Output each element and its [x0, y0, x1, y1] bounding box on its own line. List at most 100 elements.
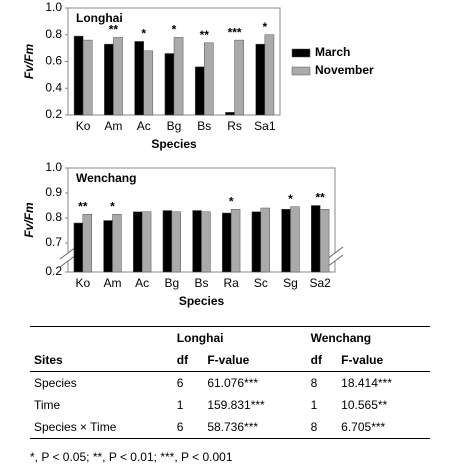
bar: [112, 214, 122, 273]
significance-label: *: [263, 20, 268, 34]
x-tick-label: Ko: [76, 119, 91, 133]
x-tick-label: Ac: [135, 276, 149, 290]
bar: [311, 205, 321, 273]
bar: [104, 43, 114, 116]
axis-break: [326, 246, 344, 260]
axis-break-gap: [62, 253, 74, 261]
bar: [164, 53, 175, 116]
cell: 6: [172, 416, 204, 439]
cell: 6: [176, 376, 184, 390]
bar: [143, 50, 154, 116]
legend-label: March: [315, 45, 350, 59]
column-header: df: [172, 349, 204, 372]
y-tick-label: 0.4: [45, 80, 62, 94]
bar: [230, 209, 241, 273]
cell: 8: [310, 376, 318, 390]
panel-title: Longhai: [76, 11, 123, 25]
bar: [194, 66, 205, 116]
table-row: Species × Time 6 58.736*** 8 6.705***: [30, 416, 430, 439]
x-axis-label: Species: [179, 294, 225, 308]
y-tick-label: 0.8: [45, 27, 62, 41]
table-row: Species 6 61.076*** 8 18.414***: [30, 372, 430, 395]
x-tick-label: Bg: [167, 119, 182, 133]
bar: [222, 212, 232, 273]
bar: [225, 112, 235, 116]
cell: Species × Time: [30, 416, 173, 439]
bar: [264, 34, 275, 116]
footnote: *, P < 0.05; **, P < 0.01; ***, P < 0.00…: [30, 450, 233, 464]
cell: 8: [306, 416, 338, 439]
bar: [204, 42, 214, 116]
anova-table: Longhai Wenchang Sites df F-value df F-v…: [30, 326, 430, 439]
cell: 18.414***: [341, 376, 392, 390]
column-header: Sites: [30, 349, 173, 372]
bar: [173, 37, 184, 116]
significance-label: **: [315, 191, 325, 205]
significance-label: **: [200, 28, 210, 42]
axis-break: [59, 246, 77, 260]
bar: [113, 37, 123, 116]
x-tick-label: Sa2: [309, 276, 331, 290]
column-header: df: [306, 349, 338, 372]
bar: [171, 211, 181, 273]
bar: [141, 211, 152, 273]
bar: [133, 211, 143, 273]
y-tick-label: 0.7: [45, 235, 62, 249]
y-axis-label: Fv/Fm: [22, 44, 36, 80]
group-header: Wenchang: [306, 326, 430, 349]
y-tick-label: 0.6: [45, 54, 62, 68]
cell: [30, 326, 173, 349]
x-tick-label: Rs: [227, 119, 242, 133]
bar: [319, 209, 330, 273]
x-tick-label: Am: [104, 276, 122, 290]
significance-label: *: [288, 192, 293, 206]
table-row: Time 1 159.831*** 1 10.565**: [30, 394, 430, 416]
bar: [73, 35, 84, 116]
significance-label: **: [109, 23, 119, 37]
bar: [255, 43, 266, 116]
bar: [290, 206, 300, 273]
cell: 1: [176, 398, 184, 412]
axis-break: [326, 254, 344, 268]
table-group-row: Longhai Wenchang: [30, 326, 430, 349]
legend-swatch: [291, 66, 311, 76]
x-tick-label: Bg: [164, 276, 179, 290]
column-header: F-value: [337, 349, 430, 372]
significance-label: **: [78, 199, 88, 213]
legend-label: November: [315, 63, 374, 77]
y-tick-label: 0.8: [45, 210, 62, 224]
x-tick-label: Bs: [194, 276, 208, 290]
column-header: F-value: [203, 349, 307, 372]
cell: 61.076***: [207, 376, 259, 390]
cell: Species: [34, 376, 77, 390]
x-tick-label: Sa1: [254, 119, 276, 133]
bar: [192, 210, 202, 273]
bar: [73, 222, 84, 273]
x-tick-label: Ko: [75, 276, 90, 290]
y-tick-label: 0.2: [45, 264, 62, 278]
axis-break: [59, 254, 77, 268]
axis-break-gap: [329, 253, 341, 261]
x-tick-label: Sc: [254, 276, 268, 290]
y-tick-label: 1.0: [45, 0, 62, 14]
y-tick-label: 0.2: [45, 107, 62, 121]
x-tick-label: Sg: [283, 276, 298, 290]
x-tick-label: Am: [104, 119, 122, 133]
bar: [82, 39, 93, 116]
cell: Time: [34, 398, 61, 412]
group-header: Longhai: [172, 326, 307, 349]
bar: [162, 210, 173, 273]
bar: [201, 211, 211, 273]
bar: [134, 41, 144, 116]
significance-label: *: [141, 27, 146, 41]
cell: 1: [310, 398, 318, 412]
significance-label: *: [172, 23, 177, 37]
significance-label: *: [110, 199, 115, 213]
panel-title: Wenchang: [76, 171, 136, 185]
bar: [82, 214, 92, 273]
y-tick-label: 0.9: [45, 185, 62, 199]
x-axis-label: Species: [151, 137, 197, 151]
cell: 10.565**: [341, 398, 388, 412]
